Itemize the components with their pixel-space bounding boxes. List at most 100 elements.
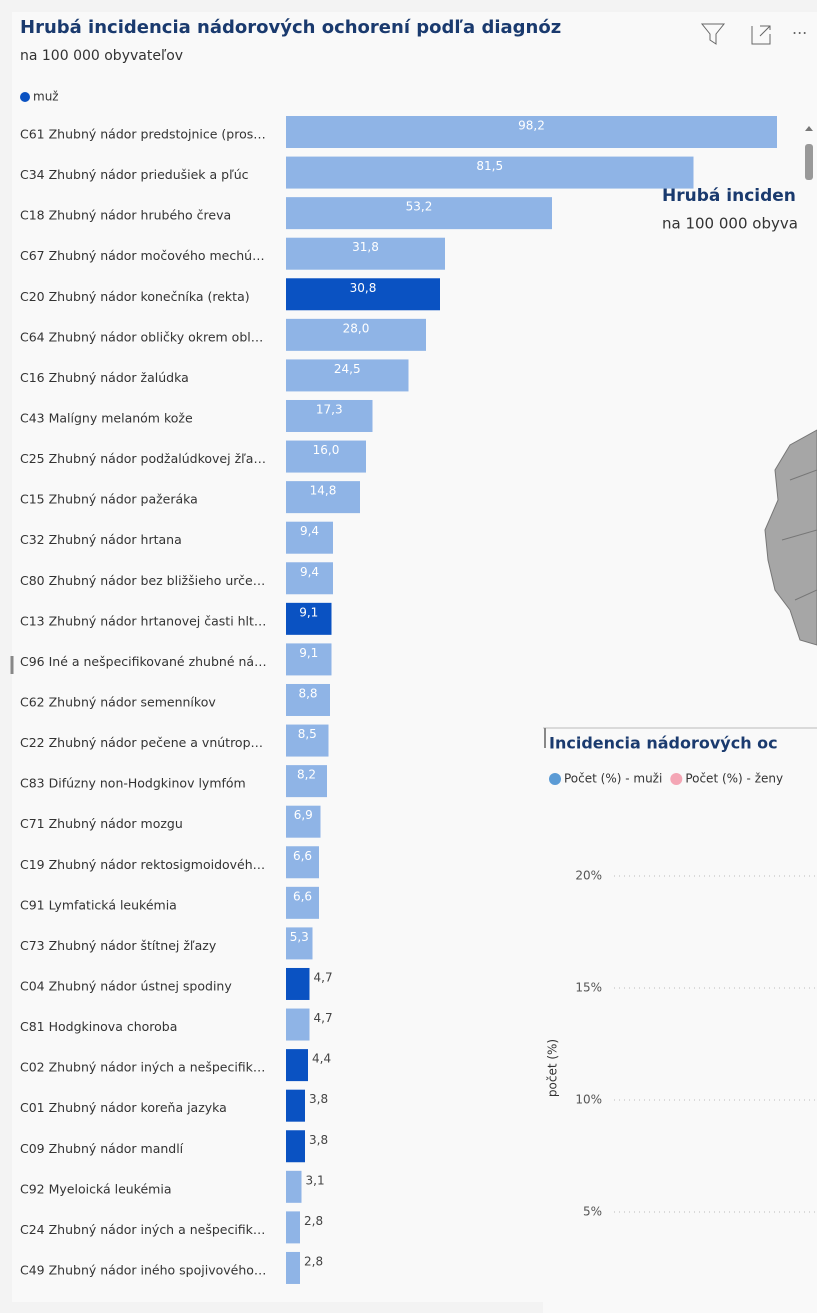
data-label: 17,3 — [316, 402, 343, 416]
chart-subtitle: na 100 000 obyvateľov — [20, 48, 183, 64]
legend-marker — [670, 773, 683, 785]
legend-label: Počet (%) - muži — [564, 772, 662, 786]
y-tick-label: C71 Zhubný nádor mozgu — [20, 816, 183, 831]
y-tick-label: 15% — [575, 981, 602, 995]
bar — [286, 1089, 305, 1122]
data-label: 98,2 — [518, 119, 545, 133]
y-axis-label: počet (%) — [546, 1039, 560, 1097]
bar — [286, 481, 360, 514]
data-label: 16,0 — [313, 443, 340, 457]
chart-title: Incidencia nádorových oc — [549, 734, 778, 753]
bar — [286, 318, 426, 351]
bar — [286, 643, 332, 676]
y-tick-label: C01 Zhubný nádor koreňa jazyka — [20, 1100, 227, 1115]
bar — [286, 1130, 305, 1163]
y-tick-label: C04 Zhubný nádor ústnej spodiny — [20, 978, 232, 993]
y-tick-label: C32 Zhubný nádor hrtana — [20, 532, 182, 547]
data-label: 4,7 — [314, 1011, 333, 1025]
data-label: 9,4 — [300, 565, 319, 579]
scroll-thumb[interactable] — [805, 144, 813, 180]
more-icon[interactable]: ··· — [792, 24, 807, 43]
y-tick-label: 5% — [583, 1205, 602, 1219]
data-label: 8,8 — [298, 686, 317, 700]
data-label: 3,8 — [309, 1133, 328, 1147]
chart-title: Hrubá incidencia nádorových ochorení pod… — [20, 17, 561, 38]
y-tick-label: C92 Myeloická leukémia — [20, 1181, 171, 1196]
bar — [286, 765, 327, 798]
filter-icon[interactable] — [700, 23, 726, 45]
bar — [286, 1251, 300, 1284]
y-tick-label: C15 Zhubný nádor pažeráka — [20, 492, 198, 507]
bar — [286, 886, 319, 919]
bar — [286, 562, 333, 595]
bar — [286, 237, 445, 270]
focus-icon[interactable] — [751, 25, 771, 45]
data-label: 4,7 — [314, 970, 333, 984]
scroll-arrow[interactable] — [805, 126, 813, 131]
bar — [286, 197, 552, 230]
data-label: 53,2 — [406, 200, 433, 214]
data-label: 81,5 — [476, 159, 503, 173]
y-tick-label: C81 Hodgkinova choroba — [20, 1019, 177, 1034]
y-tick-label: C64 Zhubný nádor obličky okrem obl… — [20, 329, 263, 344]
data-label: 9,1 — [299, 646, 318, 660]
y-tick-label: C34 Zhubný nádor priedušiek a pľúc — [20, 167, 249, 182]
legend-marker — [549, 773, 561, 785]
y-tick-label: 10% — [575, 1093, 602, 1107]
bar — [286, 116, 777, 148]
bar — [286, 602, 332, 635]
y-tick-label: C73 Zhubný nádor štítnej žľazy — [20, 938, 217, 953]
legend-marker — [20, 92, 30, 102]
bar — [286, 399, 373, 432]
data-label: 4,4 — [312, 1052, 331, 1066]
data-label: 28,0 — [343, 321, 370, 335]
y-tick-label: C67 Zhubný nádor močového mechú… — [20, 248, 265, 263]
map-title: Hrubá inciden — [662, 186, 796, 206]
y-tick-label: 20% — [575, 869, 602, 883]
bar — [286, 1049, 308, 1082]
bar — [286, 1008, 310, 1041]
bar — [286, 1170, 302, 1203]
y-tick-label: C25 Zhubný nádor podžalúdkovej žľa… — [20, 451, 266, 466]
y-tick-label: C16 Zhubný nádor žalúdka — [20, 370, 189, 385]
bar — [286, 156, 694, 189]
y-tick-label: C61 Zhubný nádor predstojnice (pros… — [20, 127, 266, 142]
data-label: 14,8 — [310, 484, 337, 498]
y-tick-label: C22 Zhubný nádor pečene a vnútrop… — [20, 735, 263, 750]
y-tick-label: C02 Zhubný nádor iných a nešpecifik… — [20, 1060, 265, 1075]
y-tick-label: C43 Malígny melanóm kože — [20, 410, 193, 425]
bar — [286, 805, 321, 838]
y-tick-label: C96 Iné a nešpecifikované zhubné ná… — [20, 654, 267, 669]
legend-label: Počet (%) - ženy — [685, 772, 783, 786]
bar — [286, 521, 333, 554]
y-tick-label: C09 Zhubný nádor mandlí — [20, 1141, 184, 1156]
bar — [286, 724, 329, 757]
data-label: 24,5 — [334, 362, 361, 376]
y-tick-label: C80 Zhubný nádor bez bližšieho urče… — [20, 573, 265, 588]
line-visual — [543, 728, 817, 1313]
data-label: 2,8 — [304, 1214, 323, 1228]
bar — [286, 846, 319, 879]
y-tick-label: C20 Zhubný nádor konečníka (rekta) — [20, 289, 250, 304]
data-label: 6,9 — [294, 808, 313, 822]
y-tick-label: C24 Zhubný nádor iných a nešpecifik… — [20, 1222, 265, 1237]
y-tick-label: C83 Difúzny non-Hodgkinov lymfóm — [20, 776, 246, 791]
bar — [286, 927, 313, 960]
y-tick-label: C19 Zhubný nádor rektosigmoidovéh… — [20, 857, 265, 872]
y-tick-label: C62 Zhubný nádor semenníkov — [20, 694, 216, 709]
data-label: 9,4 — [300, 524, 319, 538]
data-label: 2,8 — [304, 1254, 323, 1268]
data-label: 30,8 — [350, 281, 377, 295]
data-label: 31,8 — [352, 240, 379, 254]
data-label: 3,1 — [306, 1173, 325, 1187]
y-tick-label: C18 Zhubný nádor hrubého čreva — [20, 208, 231, 223]
data-label: 6,6 — [293, 889, 312, 903]
bar — [286, 967, 310, 1000]
bar — [286, 1211, 300, 1244]
map-border — [781, 469, 817, 601]
data-label: 9,1 — [299, 605, 318, 619]
y-tick-label: C13 Zhubný nádor hrtanovej časti hlt… — [20, 613, 266, 628]
bar — [286, 278, 440, 311]
